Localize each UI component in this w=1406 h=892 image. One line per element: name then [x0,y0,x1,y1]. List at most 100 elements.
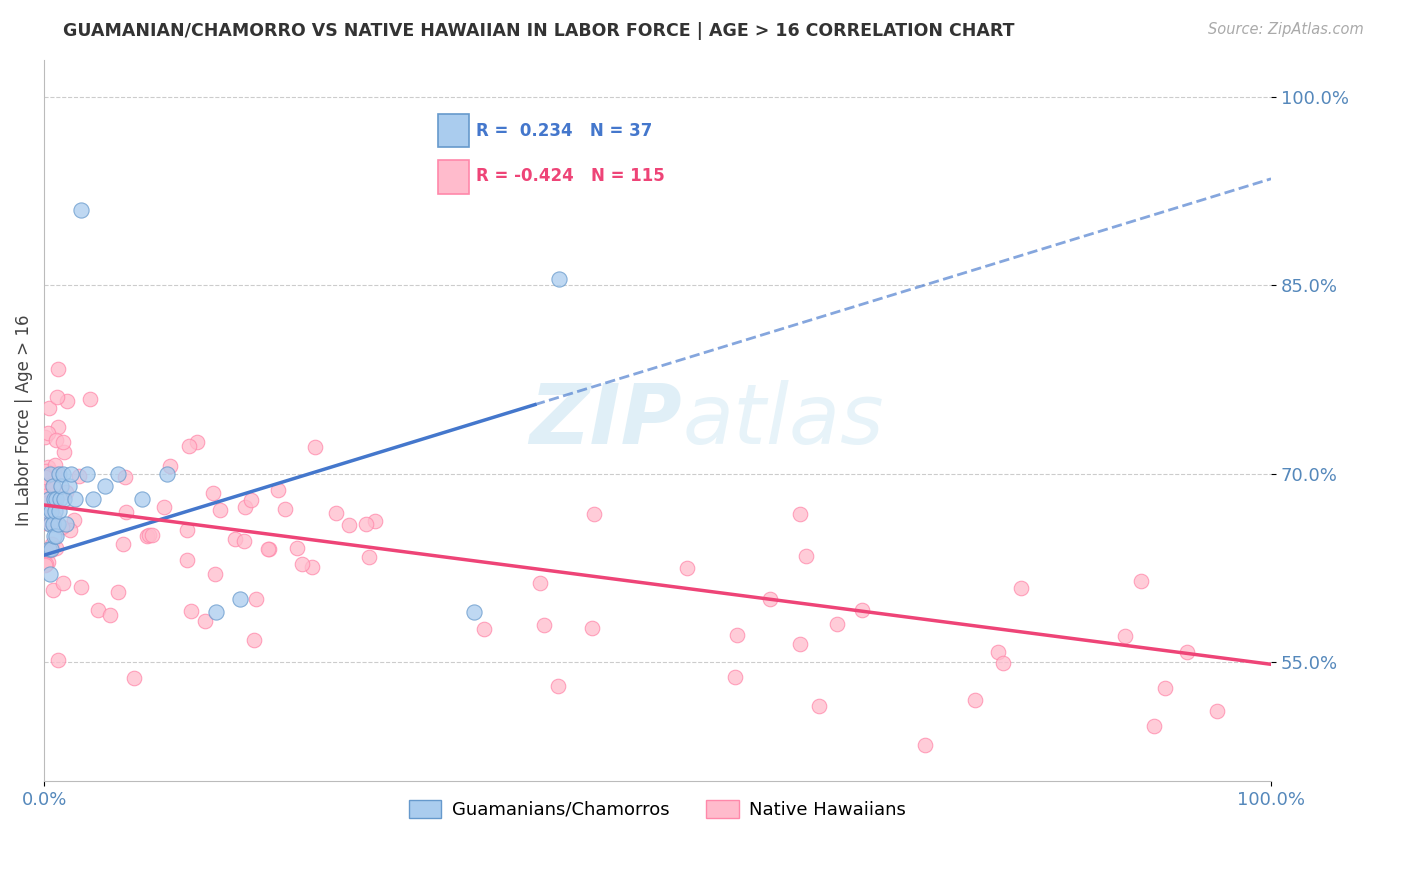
Point [176,553,198,567]
Point [38,486,60,500]
Point [547,679,569,693]
Point [131,491,153,506]
Point [993,656,1015,670]
Point [245,591,267,606]
Point [794,549,817,563]
Point [107,467,129,481]
Point [229,592,252,607]
Point [987,645,1010,659]
Text: Source: ZipAtlas.com: Source: ZipAtlas.com [1208,22,1364,37]
Point [1114,629,1136,643]
Point [304,440,326,454]
Point [194,614,217,628]
Point [42,466,65,480]
Point [107,584,129,599]
Point [53,444,76,458]
Point [808,698,831,713]
Point [35,545,58,559]
Point [267,483,290,497]
Point [67,468,90,483]
Point [41,537,63,551]
Point [56,394,79,409]
Point [176,523,198,537]
Point [186,434,208,449]
Point [354,517,377,532]
Point [1154,681,1177,696]
Point [38,491,60,506]
Point [1205,704,1227,718]
Point [136,529,159,543]
Point [60,467,83,481]
Point [52,434,75,449]
Point [111,537,134,551]
Point [49,491,72,506]
Point [37,512,59,526]
Point [41,504,63,518]
Point [41,516,63,531]
Point [94,479,117,493]
Point [35,478,58,492]
Point [205,605,228,619]
Point [63,513,86,527]
Point [1129,574,1152,589]
Point [548,272,571,286]
Point [34,464,56,478]
Point [34,558,56,572]
Point [46,516,69,531]
Text: atlas: atlas [682,380,884,461]
Point [758,592,780,607]
Point [180,605,202,619]
Point [41,541,63,556]
Point [159,459,181,474]
Text: GUAMANIAN/CHAMORRO VS NATIVE HAWAIIAN IN LABOR FORCE | AGE > 16 CORRELATION CHAR: GUAMANIAN/CHAMORRO VS NATIVE HAWAIIAN IN… [63,22,1015,40]
Point [37,504,59,518]
Point [1010,581,1032,595]
Point [301,559,323,574]
Point [723,670,745,684]
Point [291,558,314,572]
Point [41,488,63,502]
Point [34,557,56,571]
Point [202,486,225,500]
Point [46,420,69,434]
Point [52,491,75,506]
Point [789,637,811,651]
Point [46,653,69,667]
Point [38,401,60,415]
Point [285,541,308,556]
Point [42,529,65,543]
Point [39,514,62,528]
Point [44,510,66,524]
Point [224,532,246,546]
Point [825,616,848,631]
Point [204,566,226,581]
Point [39,467,62,481]
Point [46,362,69,376]
Point [529,575,551,590]
Point [76,467,98,481]
Point [48,467,70,481]
Point [35,516,58,530]
Point [114,469,136,483]
Point [124,671,146,685]
Point [239,492,262,507]
Point [46,467,69,481]
Legend: Guamanians/Chamorros, Native Hawaiians: Guamanians/Chamorros, Native Hawaiians [402,792,914,826]
Text: ZIP: ZIP [530,380,682,461]
Point [39,516,62,531]
Point [472,622,495,636]
Point [337,517,360,532]
Point [48,504,70,518]
Point [1143,719,1166,733]
Point [233,500,256,515]
Point [34,470,56,484]
Point [581,621,603,635]
Point [364,514,387,528]
Point [177,439,200,453]
Point [45,391,67,405]
Point [34,489,56,503]
Point [52,576,75,591]
Point [257,541,280,556]
Point [39,500,62,515]
Point [55,484,77,499]
